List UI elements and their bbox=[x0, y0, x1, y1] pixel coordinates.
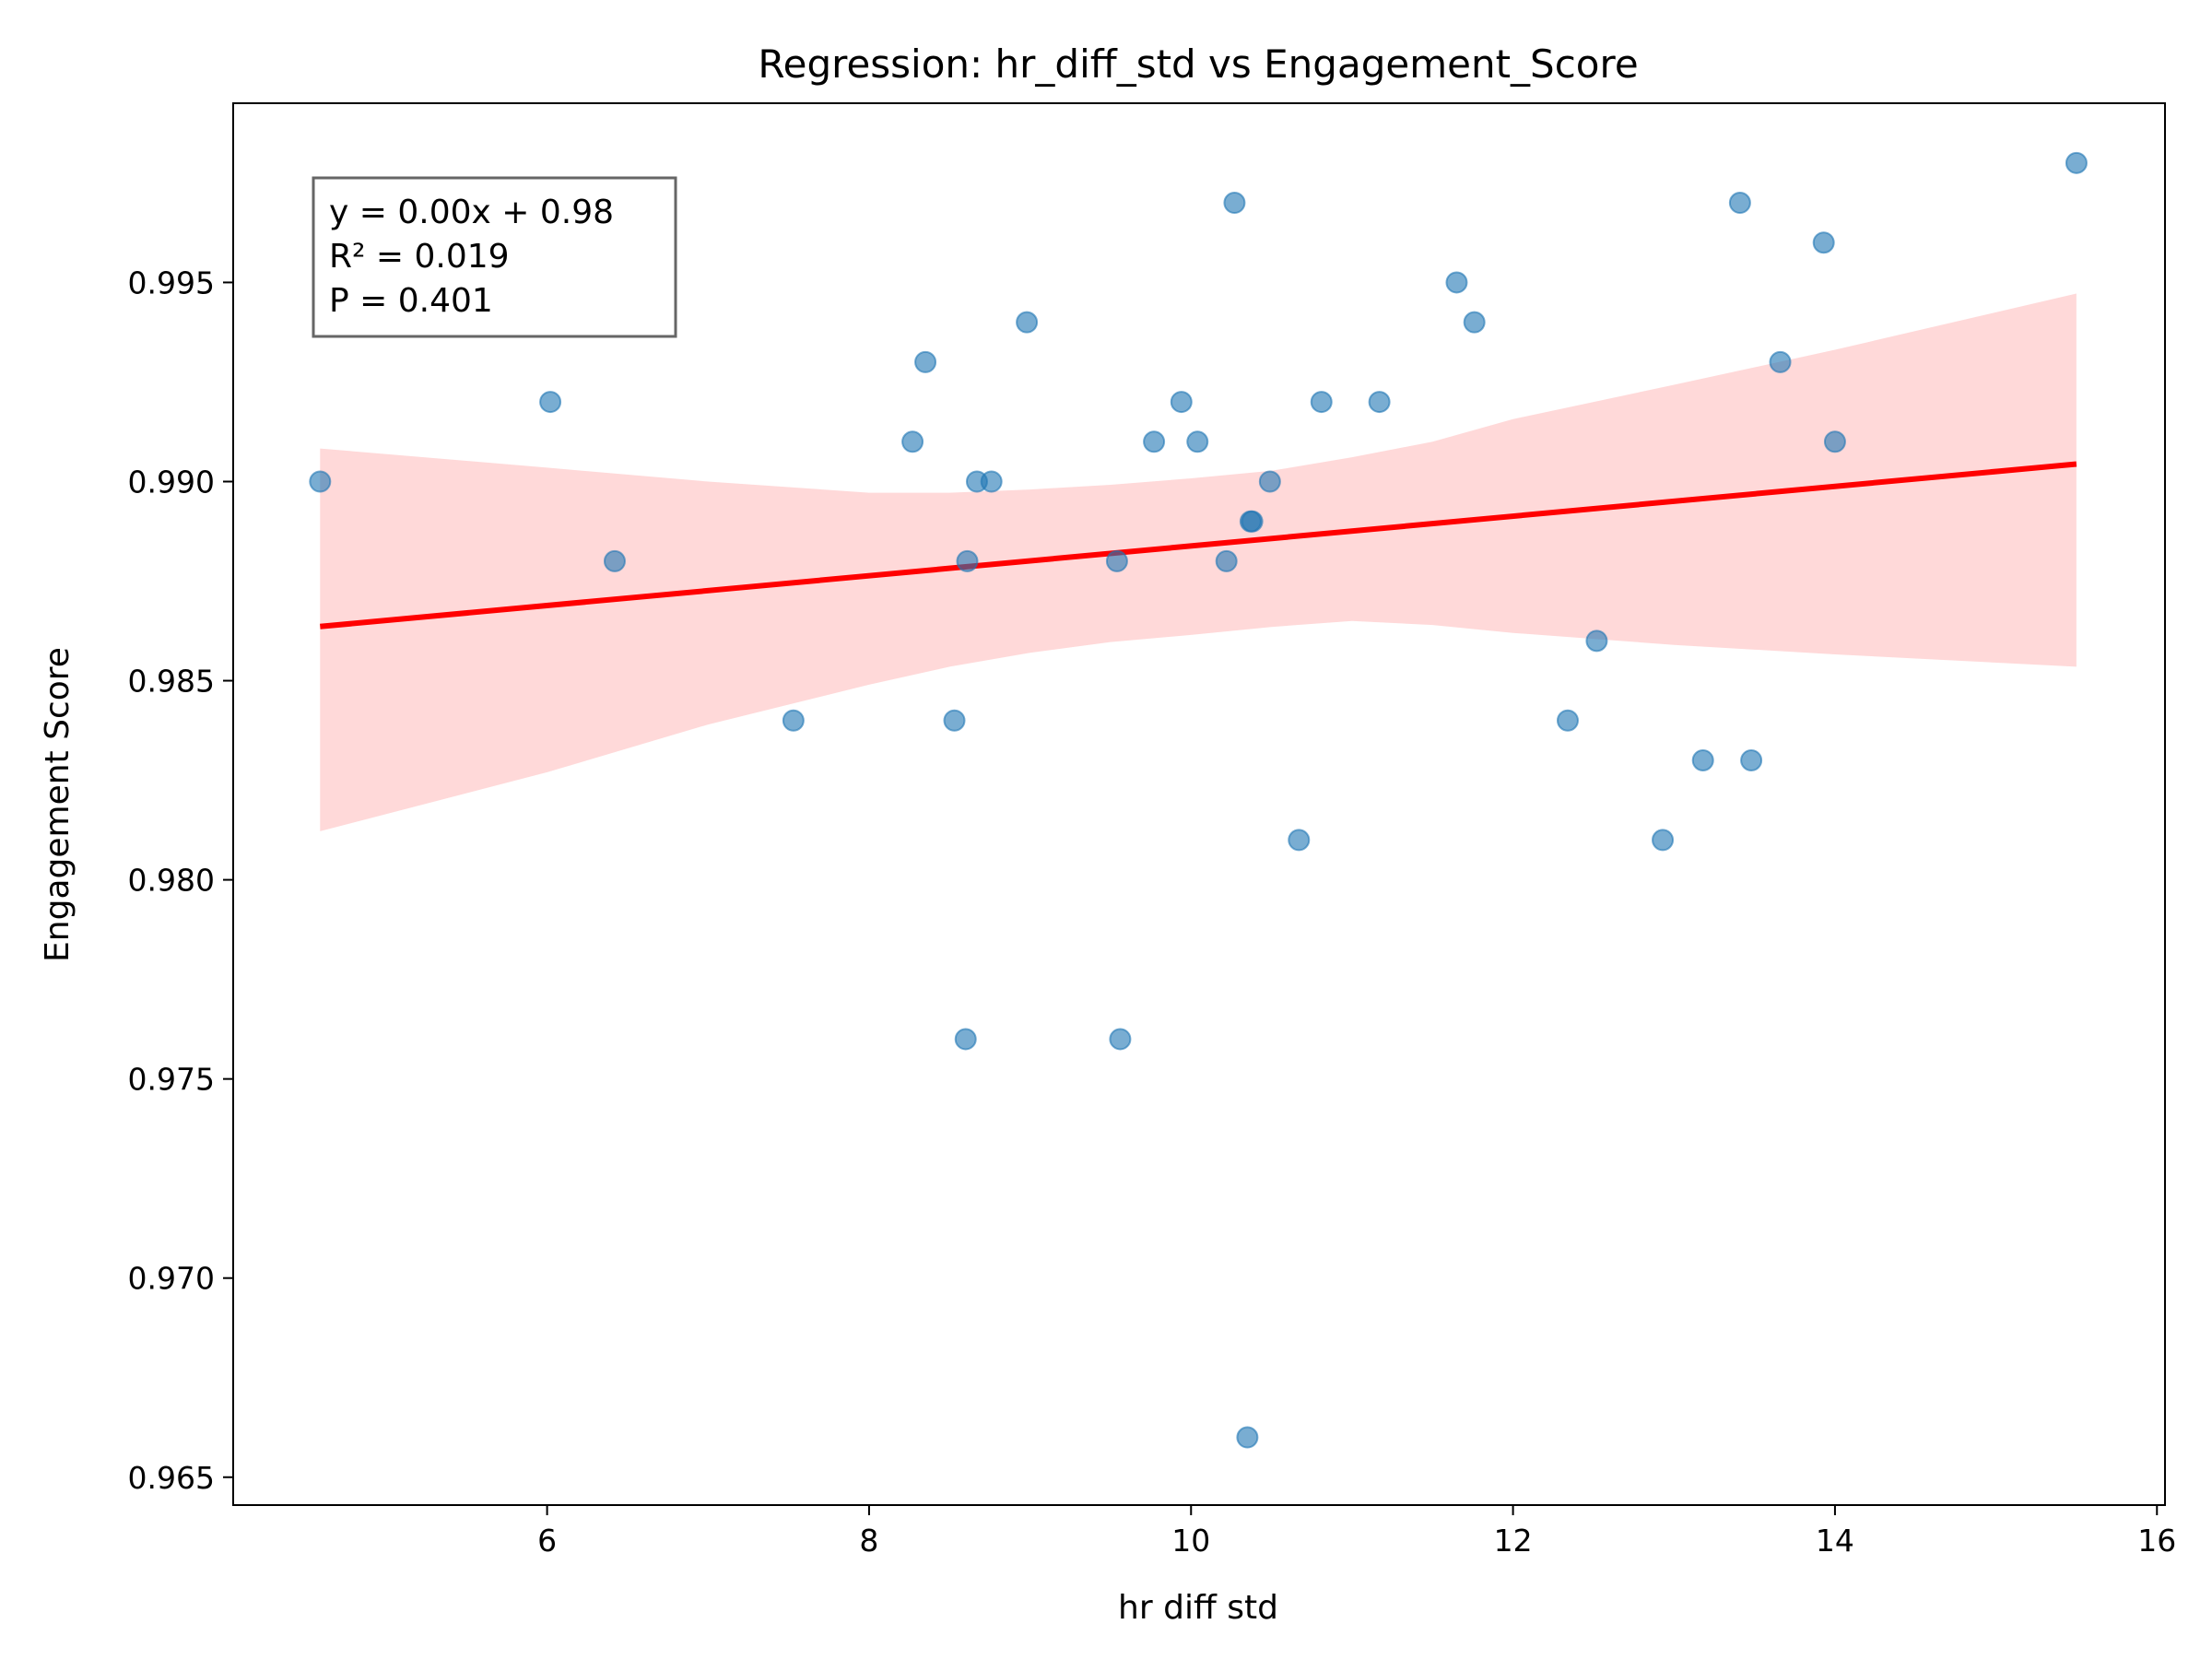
data-point-25 bbox=[1310, 391, 1333, 414]
data-point-32 bbox=[1691, 748, 1714, 771]
data-point-6 bbox=[914, 350, 937, 373]
plot-area bbox=[309, 151, 2088, 1449]
data-point-19 bbox=[1223, 192, 1246, 215]
data-point-36 bbox=[1812, 231, 1835, 254]
regression-line bbox=[320, 461, 2077, 629]
data-point-30 bbox=[1585, 629, 1608, 653]
axes-frame bbox=[232, 102, 2166, 1506]
data-point-27 bbox=[1445, 271, 1468, 294]
confidence-band bbox=[320, 293, 2077, 831]
y-axis-ticks: 0.965 0.970 0.975 0.980 0.985 0.990 0.995 bbox=[128, 265, 233, 1496]
data-point-23 bbox=[1258, 470, 1281, 493]
y-tick-label-0.985: 0.985 bbox=[128, 664, 215, 700]
stats-equation: y = 0.00x + 0.98 bbox=[329, 194, 614, 231]
x-tick-label-8: 8 bbox=[859, 1523, 878, 1559]
data-point-12 bbox=[1016, 311, 1039, 334]
data-point-20 bbox=[1236, 1426, 1259, 1449]
data-point-34 bbox=[1740, 748, 1763, 771]
y-axis-label: Engagement Score bbox=[39, 647, 76, 962]
y-tick-label-0.990: 0.990 bbox=[128, 464, 215, 500]
data-point-5 bbox=[901, 430, 924, 453]
data-point-15 bbox=[1143, 430, 1166, 453]
scatter-points bbox=[309, 151, 2088, 1449]
data-point-31 bbox=[1652, 829, 1675, 852]
data-point-11 bbox=[980, 470, 1003, 493]
data-point-4 bbox=[782, 709, 805, 732]
stats-r-squared: R² = 0.019 bbox=[329, 238, 510, 276]
stats-box: y = 0.00x + 0.98 R² = 0.019 P = 0.401 bbox=[312, 176, 677, 338]
data-point-9 bbox=[956, 549, 979, 572]
stats-p-value: P = 0.401 bbox=[329, 282, 493, 320]
x-axis-ticks: 6 8 10 12 14 16 bbox=[537, 1505, 2176, 1559]
chart-title: Regression: hr_diff_std vs Engagement_Sc… bbox=[758, 41, 1638, 87]
y-tick-label-0.970: 0.970 bbox=[128, 1261, 215, 1297]
data-point-3 bbox=[603, 549, 626, 572]
data-point-24 bbox=[1288, 829, 1311, 852]
data-point-28 bbox=[1463, 311, 1486, 334]
y-tick-label-0.995: 0.995 bbox=[128, 265, 215, 300]
data-point-16 bbox=[1170, 391, 1193, 414]
data-point-38 bbox=[2065, 151, 2088, 174]
data-point-26 bbox=[1368, 391, 1391, 414]
data-point-2 bbox=[539, 391, 562, 414]
x-tick-label-12: 12 bbox=[1494, 1523, 1533, 1559]
data-point-22 bbox=[1241, 510, 1264, 533]
stats-box-frame bbox=[312, 176, 677, 338]
data-point-33 bbox=[1728, 192, 1751, 215]
data-point-13 bbox=[1105, 549, 1128, 572]
x-tick-label-14: 14 bbox=[1816, 1523, 1854, 1559]
x-tick-label-10: 10 bbox=[1171, 1523, 1210, 1559]
data-point-8 bbox=[954, 1028, 977, 1051]
data-point-7 bbox=[943, 709, 966, 732]
data-point-37 bbox=[1823, 430, 1846, 453]
data-point-29 bbox=[1556, 709, 1579, 732]
x-tick-label-6: 6 bbox=[537, 1523, 557, 1559]
y-tick-label-0.965: 0.965 bbox=[128, 1460, 215, 1496]
data-point-18 bbox=[1215, 549, 1238, 572]
data-point-14 bbox=[1109, 1028, 1132, 1051]
x-tick-label-16: 16 bbox=[2137, 1523, 2176, 1559]
data-point-35 bbox=[1769, 350, 1792, 373]
data-point-17 bbox=[1186, 430, 1209, 453]
x-axis-label: hr diff std bbox=[1118, 1589, 1278, 1627]
y-tick-label-0.980: 0.980 bbox=[128, 863, 215, 899]
y-tick-label-0.975: 0.975 bbox=[128, 1062, 215, 1098]
data-point-1 bbox=[309, 470, 332, 493]
